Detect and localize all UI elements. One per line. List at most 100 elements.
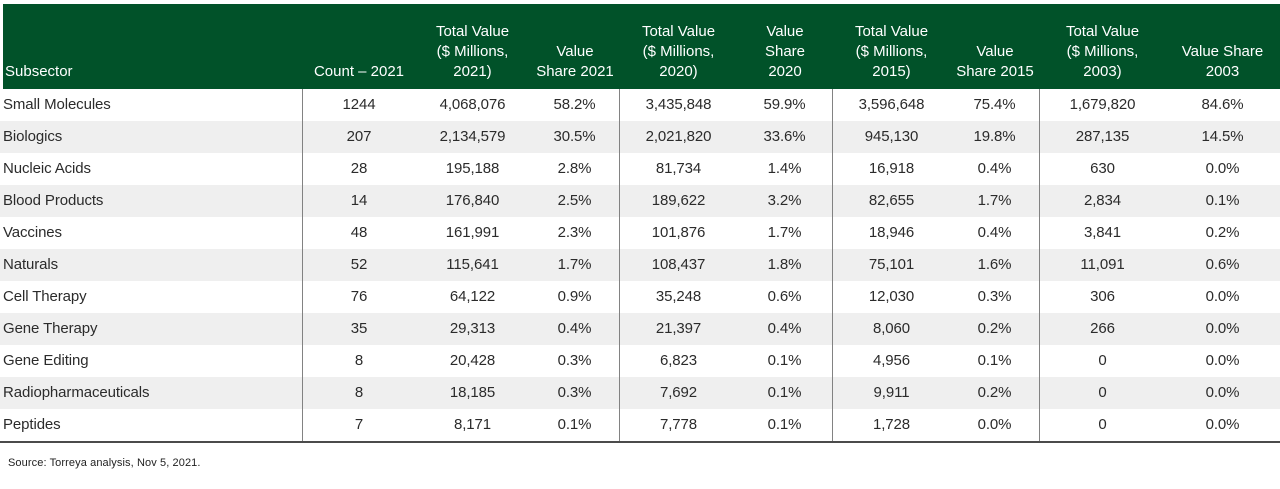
table-cell: 7,692 [659, 384, 698, 401]
table-cell: 0.4% [950, 153, 1040, 185]
table-cell: 9,911 [873, 384, 910, 401]
column-header-count-2021: Count – 2021 [313, 63, 405, 80]
column-header-value-share-2020: Value Share 2020 [764, 23, 806, 80]
table-cell: 0.0% [1205, 160, 1240, 177]
table-cell: 18,946 [868, 224, 915, 241]
table-cell: 8 [354, 384, 364, 401]
table-cell: 108,437 [651, 256, 706, 273]
column-header-value-share-2015: Value Share 2015 [956, 43, 1034, 80]
table-cell: 84.6% [1201, 96, 1244, 113]
table-cell: 0.1% [737, 377, 833, 409]
table-cell: 0.1% [530, 409, 620, 441]
row-label-cell: Vaccines [0, 217, 303, 249]
table-cell: 29,313 [449, 320, 496, 337]
table-cell: 0.2% [950, 377, 1040, 409]
table-row: Nucleic Acids 28 195,188 2.8% 81,734 1.4% 16,9… [0, 153, 1280, 185]
table-cell: 30.5% [530, 121, 620, 153]
table-cell: 76 [350, 288, 368, 305]
table-cell: 7 [354, 416, 364, 433]
table-cell: 1.4% [737, 153, 833, 185]
table-cell: 1.7% [530, 249, 620, 281]
column-header-total-value-2015: Total Value ($ Millions, 2015) [854, 23, 929, 80]
table-cell: 1.7% [737, 217, 833, 249]
table-cell: 3,596,648 [858, 96, 925, 113]
table-cell: 58.2% [530, 89, 620, 121]
table-cell: 0 [1098, 416, 1107, 433]
table-cell: 1.6% [950, 249, 1040, 281]
table-cell: 207 [346, 128, 372, 145]
table-cell: 3,435,848 [645, 96, 712, 113]
row-label-cell: Peptides [0, 409, 303, 441]
column-header-value-share-2021: Value Share 2021 [536, 43, 614, 80]
table-cell: 18,185 [449, 384, 496, 401]
table-cell: 1244 [342, 96, 376, 113]
table-cell: 2.8% [530, 153, 620, 185]
row-label-cell: Gene Editing [0, 345, 303, 377]
subsector-value-table: Subsector Count – 2021 Total Value ($ Mi… [0, 4, 1280, 469]
table-cell: 0.6% [1205, 256, 1240, 273]
column-header-subsector: Subsector [5, 63, 73, 80]
table-row: Peptides 7 8,171 0.1% 7,778 0.1% 1,728 0.0% 0 0.0… [0, 409, 1280, 441]
column-header-total-value-2021: Total Value ($ Millions, 2021) [435, 23, 510, 80]
table-cell: 82,655 [868, 192, 915, 209]
table-cell: 0.4% [530, 313, 620, 345]
table-cell: 20,428 [449, 352, 496, 369]
table-cell: 0.0% [1205, 288, 1240, 305]
table-row: Naturals 52 115,641 1.7% 108,437 1.8% 75,101 1.… [0, 249, 1280, 281]
table-cell: 4,956 [872, 352, 911, 369]
table-row: Small Molecules 1244 4,068,076 58.2% 3,435,8… [0, 89, 1280, 121]
table-cell: 33.6% [737, 121, 833, 153]
table-cell: 161,991 [445, 224, 500, 241]
table-cell: 64,122 [449, 288, 496, 305]
table-cell: 0 [1098, 384, 1107, 401]
table-cell: 0.1% [737, 409, 833, 441]
table-cell: 0.0% [1205, 416, 1240, 433]
row-label-cell: Biologics [0, 121, 303, 153]
row-label-cell: Naturals [0, 249, 303, 281]
table-row: Vaccines 48 161,991 2.3% 101,876 1.7% 18,946 0.… [0, 217, 1280, 249]
table-cell: 0.2% [950, 313, 1040, 345]
table-cell: 266 [1090, 320, 1115, 337]
table-cell: 0.0% [1205, 384, 1240, 401]
source-note: Source: Torreya analysis, Nov 5, 2021. [8, 457, 201, 469]
table-cell: 1.7% [950, 185, 1040, 217]
table-cell: 14.5% [1201, 128, 1244, 145]
table-cell: 0.4% [950, 217, 1040, 249]
table-cell: 630 [1090, 160, 1115, 177]
table-cell: 3.2% [737, 185, 833, 217]
table-cell: 0.4% [737, 313, 833, 345]
table-cell: 0.9% [530, 281, 620, 313]
table-cell: 0.0% [1205, 320, 1240, 337]
table-cell: 115,641 [446, 256, 499, 273]
table-cell: 945,130 [864, 128, 919, 145]
table-cell: 0.0% [950, 409, 1040, 441]
table-cell: 2.3% [530, 217, 620, 249]
table-cell: 3,841 [1083, 224, 1122, 241]
table-cell: 75,101 [868, 256, 915, 273]
table-cell: 14 [350, 192, 368, 209]
column-header-total-value-2003: Total Value ($ Millions, 2003) [1065, 23, 1140, 80]
row-label-cell: Small Molecules [0, 89, 303, 121]
row-label-cell: Cell Therapy [0, 281, 303, 313]
table-cell: 12,030 [868, 288, 915, 305]
table-cell: 8 [354, 352, 364, 369]
table-cell: 0.3% [950, 281, 1040, 313]
table-cell: 101,876 [651, 224, 706, 241]
table-header-row: Subsector Count – 2021 Total Value ($ Mi… [0, 4, 1280, 89]
table-cell: 28 [350, 160, 368, 177]
table-cell: 8,171 [453, 416, 492, 433]
table-cell: 16,918 [868, 160, 915, 177]
table-cell: 19.8% [950, 121, 1040, 153]
row-label-cell: Radiopharmaceuticals [0, 377, 303, 409]
table-row: Blood Products 14 176,840 2.5% 189,622 3.2% 82… [0, 185, 1280, 217]
row-label-cell: Blood Products [0, 185, 303, 217]
table-cell: 287,135 [1075, 128, 1130, 145]
table-row: Cell Therapy 76 64,122 0.9% 35,248 0.6% 12,030… [0, 281, 1280, 313]
table-cell: 0.1% [737, 345, 833, 377]
table-cell: 189,622 [651, 192, 706, 209]
table-cell: 8,060 [872, 320, 911, 337]
table-cell: 2.5% [530, 185, 620, 217]
table-cell: 0.1% [950, 345, 1040, 377]
table-cell: 0.3% [530, 345, 620, 377]
table-cell: 0.0% [1205, 352, 1240, 369]
